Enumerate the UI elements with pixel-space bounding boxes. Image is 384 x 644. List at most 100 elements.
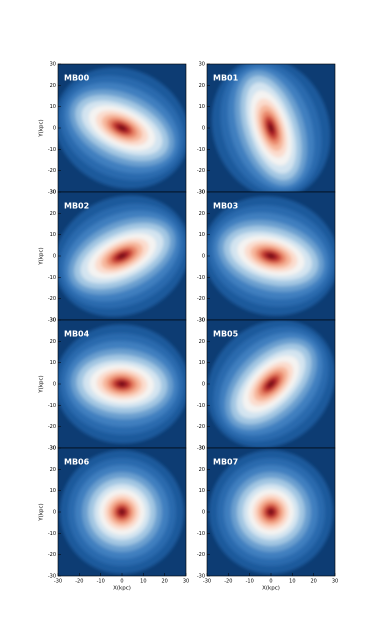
density-map — [58, 448, 186, 576]
y-tick-label: -30 — [48, 446, 56, 452]
x-tick-label: -10 — [246, 579, 254, 585]
contours — [207, 196, 335, 316]
panel-title: MB00 — [64, 74, 90, 83]
y-tick-label: 0 — [53, 126, 56, 132]
contours — [209, 450, 333, 574]
y-tick-label: 30 — [199, 318, 205, 324]
y-tick-label: 30 — [199, 62, 205, 68]
y-tick-label: -20 — [197, 296, 205, 302]
y-axis-label: Y(kpc) — [39, 503, 45, 521]
panel: -30 -20 -10 0 10 20 30 MB04 Y(kpc) — [39, 318, 187, 452]
density-map — [207, 448, 335, 576]
y-tick-label: -20 — [48, 552, 56, 558]
density-map — [58, 192, 186, 320]
y-tick-label: 10 — [199, 104, 205, 110]
panel-title: MB02 — [64, 202, 89, 211]
contours — [58, 324, 186, 444]
panel: -30 -20 -10 0 10 20 30 MB01 — [197, 62, 336, 196]
density-map — [207, 192, 335, 320]
y-tick-label: 30 — [199, 446, 205, 452]
contour — [119, 509, 125, 515]
y-tick-label: -10 — [48, 403, 56, 409]
contours — [207, 320, 335, 448]
y-tick-label: 10 — [50, 232, 56, 238]
y-tick-label: 30 — [50, 318, 56, 324]
density-map — [207, 64, 335, 192]
y-axis-label: Y(kpc) — [39, 375, 45, 393]
y-tick-label: 10 — [199, 232, 205, 238]
y-tick-label: 20 — [199, 339, 205, 345]
y-tick-label: -10 — [197, 403, 205, 409]
y-tick-label: -10 — [48, 147, 56, 153]
x-tick-label: 0 — [120, 579, 123, 585]
y-tick-label: 20 — [199, 211, 205, 217]
y-tick-label: 30 — [50, 62, 56, 68]
contour — [268, 509, 274, 515]
contour — [118, 125, 126, 131]
panel-title: MB05 — [213, 330, 239, 339]
y-tick-label: -20 — [197, 424, 205, 430]
x-tick-label: 20 — [161, 579, 167, 585]
y-tick-label: -10 — [197, 147, 205, 153]
contours — [58, 67, 186, 189]
y-tick-label: -20 — [48, 168, 56, 174]
y-tick-label: 20 — [50, 467, 56, 473]
y-tick-label: -30 — [197, 446, 205, 452]
contours — [211, 64, 331, 192]
y-tick-label: 0 — [53, 254, 56, 260]
y-tick-label: -10 — [197, 275, 205, 281]
density-map — [58, 320, 186, 448]
contours — [58, 195, 186, 317]
x-tick-label: -10 — [97, 579, 105, 585]
y-tick-label: 20 — [50, 339, 56, 345]
y-tick-label: 0 — [202, 254, 205, 260]
y-tick-label: 20 — [199, 83, 205, 89]
y-axis-label: Y(kpc) — [39, 247, 45, 265]
contour — [118, 381, 126, 387]
y-tick-label: 20 — [199, 467, 205, 473]
y-tick-label: 30 — [50, 446, 56, 452]
x-tick-label: -30 — [54, 579, 62, 585]
y-tick-label: 10 — [199, 488, 205, 494]
y-tick-label: -20 — [197, 168, 205, 174]
density-map — [58, 64, 186, 192]
y-tick-label: 10 — [50, 360, 56, 366]
panel: -30 -20 -10 0 10 20 30 MB05 — [197, 318, 336, 452]
panel: -30 -20 -10 0 10 20 30 MB03 — [197, 190, 336, 324]
x-tick-label: 30 — [332, 579, 338, 585]
y-tick-label: -30 — [197, 574, 205, 580]
x-axis-label: X(kpc) — [262, 586, 280, 592]
y-tick-label: 20 — [50, 83, 56, 89]
y-tick-label: 30 — [199, 190, 205, 196]
x-tick-label: 10 — [289, 579, 295, 585]
y-axis-label: Y(kpc) — [39, 119, 45, 137]
y-tick-label: 0 — [53, 382, 56, 388]
contours — [60, 450, 184, 574]
y-tick-label: -30 — [48, 190, 56, 196]
contour — [267, 253, 275, 259]
x-tick-label: 10 — [140, 579, 146, 585]
y-tick-label: -20 — [48, 424, 56, 430]
y-tick-label: 20 — [50, 211, 56, 217]
y-tick-label: -10 — [48, 275, 56, 281]
panel-title: MB03 — [213, 202, 238, 211]
y-tick-label: -30 — [197, 318, 205, 324]
y-tick-label: -20 — [48, 296, 56, 302]
contour — [268, 123, 274, 133]
x-axis-label: X(kpc) — [113, 586, 131, 592]
x-tick-label: 0 — [269, 579, 272, 585]
y-tick-label: 0 — [202, 126, 205, 132]
y-tick-label: -30 — [197, 190, 205, 196]
panel-title: MB01 — [213, 74, 239, 83]
y-tick-label: 0 — [202, 510, 205, 516]
y-tick-label: 0 — [53, 510, 56, 516]
density-map — [207, 320, 335, 448]
y-tick-label: 10 — [50, 104, 56, 110]
y-tick-label: 0 — [202, 382, 205, 388]
panel: -30 -20 -10 0 10 20 30 MB00 Y(kpc) — [39, 62, 187, 196]
